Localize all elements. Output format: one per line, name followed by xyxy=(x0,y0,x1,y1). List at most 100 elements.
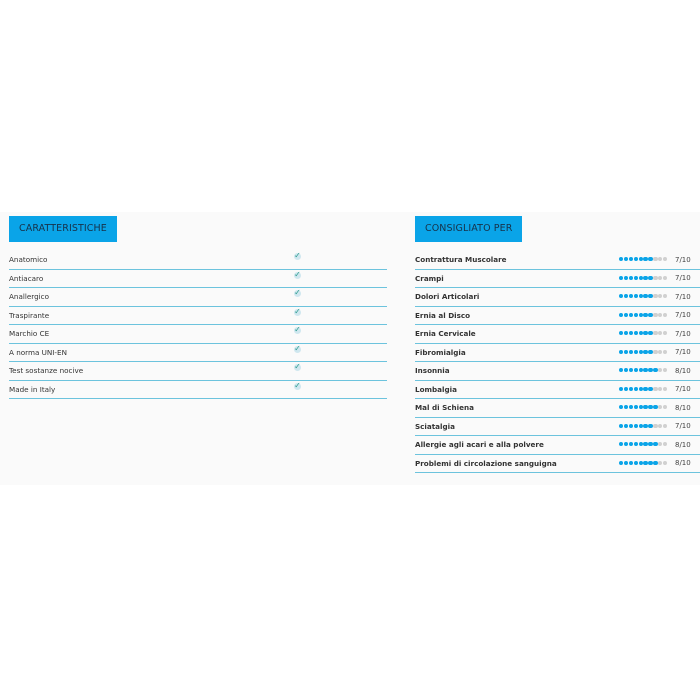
rating-dots xyxy=(619,331,668,336)
rating-dot xyxy=(663,460,668,465)
rating-dot xyxy=(648,368,653,373)
check-icon: ✓ xyxy=(294,380,301,390)
rating-dot xyxy=(628,405,634,410)
rating-dot xyxy=(658,275,663,280)
recommended-row: Ernia Cervicale 7/10 xyxy=(415,325,700,344)
rating-dot xyxy=(663,386,668,391)
rating-dot xyxy=(648,423,653,428)
feature-row: Traspirante ✓ xyxy=(9,307,387,325)
recommended-row: Mal di Schiena 8/10 xyxy=(415,399,700,418)
rating-dot xyxy=(623,312,629,317)
rating-dot xyxy=(658,331,663,336)
recommended-row: Ernia al Disco 7/10 xyxy=(415,307,700,325)
rating-dots xyxy=(619,460,668,465)
rating-dots xyxy=(619,294,668,299)
rating-dot xyxy=(633,257,638,262)
rating-dot xyxy=(658,312,663,317)
rating-dot xyxy=(623,368,629,373)
rating-dot xyxy=(633,331,638,336)
feature-row: Marchio CE ✓ xyxy=(9,325,387,344)
rating-score: 7/10 xyxy=(675,255,691,264)
rating-dot xyxy=(633,405,638,410)
rating-dot xyxy=(648,331,653,336)
rating-dot xyxy=(643,368,648,373)
condition-label: Insonnia xyxy=(415,366,450,376)
features-panel xyxy=(0,212,700,485)
feature-row: Anallergico ✓ xyxy=(9,288,387,307)
rating-dot xyxy=(648,460,653,465)
features-header: CARATTERISTICHE xyxy=(9,216,117,242)
check-icon: ✓ xyxy=(294,269,301,279)
rating-dot xyxy=(619,423,624,428)
recommended-row: Insonnia 8/10 xyxy=(415,362,700,381)
rating-dot xyxy=(623,331,629,336)
recommended-row: Dolori Articolari 7/10 xyxy=(415,288,700,307)
rating-dot xyxy=(658,257,663,262)
condition-label: Allergie agli acari e alla polvere xyxy=(415,440,544,450)
rating-dot xyxy=(623,386,629,391)
condition-label: Problemi di circolazione sanguigna xyxy=(415,458,557,468)
rating-score: 7/10 xyxy=(675,292,691,301)
rating-dot xyxy=(623,294,629,299)
rating-score: 7/10 xyxy=(675,311,691,320)
rating-dot xyxy=(663,312,668,317)
rating-dot xyxy=(623,460,629,465)
rating-dot xyxy=(658,349,663,354)
rating-dot xyxy=(619,257,624,262)
rating-dot xyxy=(648,442,653,447)
rating-dot xyxy=(643,275,648,280)
rating-score: 7/10 xyxy=(675,422,691,431)
rating-dot xyxy=(643,442,648,447)
feature-row: Antiacaro ✓ xyxy=(9,269,387,288)
rating-dot xyxy=(638,257,643,262)
rating-dot xyxy=(628,312,634,317)
rating-dot xyxy=(628,423,634,428)
recommended-row: Sciatalgia 7/10 xyxy=(415,418,700,436)
rating-dot xyxy=(648,349,653,354)
condition-label: Crampi xyxy=(415,273,444,283)
rating-dot xyxy=(619,275,624,280)
condition-label: Ernia Cervicale xyxy=(415,329,476,339)
rating-score: 7/10 xyxy=(675,329,691,338)
rating-dot xyxy=(619,386,624,391)
rating-score: 8/10 xyxy=(675,459,691,468)
rating-dot xyxy=(663,331,668,336)
recommended-header: CONSIGLIATO PER xyxy=(415,216,523,242)
rating-dot xyxy=(658,294,663,299)
rating-dot xyxy=(619,442,624,447)
rating-dot xyxy=(643,294,648,299)
rating-dot xyxy=(643,405,648,410)
rating-dot xyxy=(628,442,634,447)
rating-dot xyxy=(663,275,668,280)
rating-dot xyxy=(653,257,658,262)
rating-dot xyxy=(638,275,643,280)
rating-dot xyxy=(623,275,629,280)
rating-dot xyxy=(653,294,658,299)
rating-score: 8/10 xyxy=(675,440,691,449)
rating-dot xyxy=(653,275,658,280)
rating-score: 7/10 xyxy=(675,385,691,394)
condition-label: Lombalgia xyxy=(415,384,457,394)
rating-dot xyxy=(623,405,629,410)
rating-dot xyxy=(628,275,634,280)
rating-dot xyxy=(653,368,658,373)
rating-dot xyxy=(619,460,624,465)
condition-label: Mal di Schiena xyxy=(415,403,474,413)
rating-dot xyxy=(633,423,638,428)
rating-dot xyxy=(619,331,624,336)
rating-dot xyxy=(643,423,648,428)
rating-dot xyxy=(623,423,629,428)
rating-dot xyxy=(623,349,629,354)
rating-dot xyxy=(643,312,648,317)
rating-dot xyxy=(663,349,668,354)
rating-dot xyxy=(619,368,624,373)
rating-dots xyxy=(619,257,668,262)
rating-dot xyxy=(653,442,658,447)
rating-dot xyxy=(638,423,643,428)
rating-dot xyxy=(633,294,638,299)
rating-dot xyxy=(623,442,629,447)
feature-label: A norma UNI-EN xyxy=(9,347,67,357)
feature-label: Anatomico xyxy=(9,255,48,265)
rating-dot xyxy=(648,294,653,299)
condition-label: Contrattura Muscolare xyxy=(415,255,507,265)
